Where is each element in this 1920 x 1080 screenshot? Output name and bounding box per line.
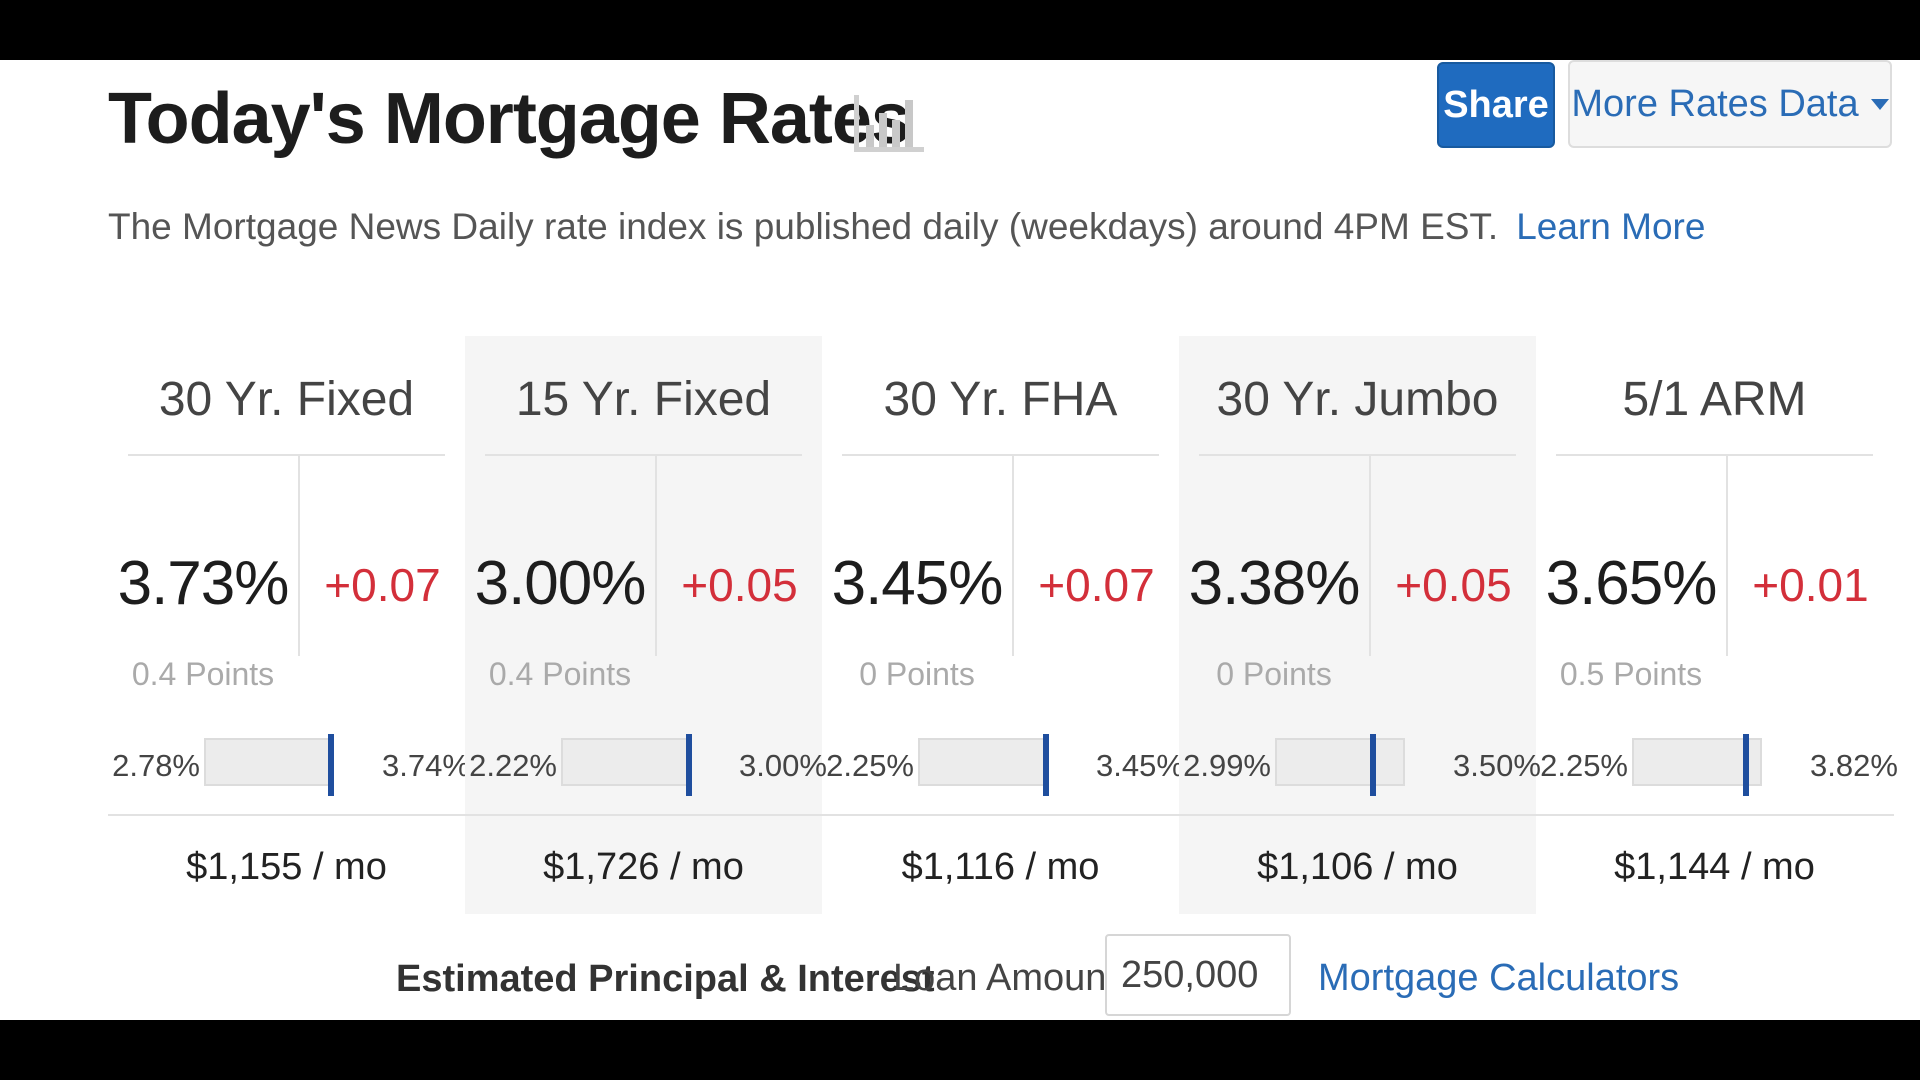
rates-panel [0,60,1920,1020]
monthly-payment: $1,144 / mo [1614,846,1815,888]
divider [298,456,300,656]
range-marker [327,734,334,796]
range-marker [1369,734,1376,796]
rate-value: 3.45% [831,549,1004,618]
product-name: 30 Yr. FHA [883,373,1118,426]
range-high: 3.82% [1810,748,1898,783]
rate-range: 2.25% 3.82% [1536,734,1898,796]
rate-column-30yr-fha: 30 Yr. FHA 3.45% +0.07 0 Points 2.25% 3.… [822,336,1184,914]
rate-change: +0.07 [1038,559,1155,611]
range-bar [204,734,334,796]
range-bar [1632,734,1762,796]
mortgage-calculators-link[interactable]: Mortgage Calculators [1318,957,1680,999]
rate-change: +0.07 [324,559,441,611]
rates-table: 30 Yr. Fixed 3.73% +0.07 0.4 Points 2.78… [108,336,1898,914]
product-name: 30 Yr. Jumbo [1216,373,1499,426]
range-high: 3.00% [739,748,827,783]
rate-value: 3.73% [117,549,290,618]
rate-value: 3.38% [1188,549,1361,618]
monthly-payment: $1,116 / mo [901,846,1100,888]
monthly-payment: $1,726 / mo [543,846,744,888]
product-name: 5/1 ARM [1622,373,1807,426]
share-button[interactable]: Share [1437,62,1555,148]
rate-range: 2.99% 3.50% [1179,734,1541,796]
range-low: 2.25% [1540,748,1628,783]
rate-column-30yr-fixed: 30 Yr. Fixed 3.73% +0.07 0.4 Points 2.78… [108,336,470,914]
points: 0 Points [1216,656,1332,692]
points: 0.4 Points [488,656,632,692]
range-bar [918,734,1049,796]
rate-range: 2.22% 3.00% [465,734,827,796]
product-name: 15 Yr. Fixed [515,373,772,426]
range-high: 3.50% [1453,748,1541,783]
rate-column-15yr-fixed: 15 Yr. Fixed 3.00% +0.05 0.4 Points 2.22… [465,336,827,914]
rate-change: +0.01 [1752,559,1869,611]
rate-change: +0.05 [681,559,798,611]
product-name: 30 Yr. Fixed [158,373,415,426]
range-marker [1043,734,1049,796]
range-low: 2.22% [469,748,557,783]
page-title: Today's Mortgage Rates [108,79,911,159]
divider [1199,454,1516,456]
range-low: 2.78% [112,748,200,783]
loan-amount-input[interactable] [1105,934,1291,1016]
divider [485,454,802,456]
divider [655,456,657,656]
range-high: 3.45% [1096,748,1184,783]
range-bar [1275,734,1405,796]
more-rates-data-button[interactable]: More Rates Data [1568,60,1892,148]
bar-chart-icon[interactable] [852,85,927,155]
divider [1012,456,1014,656]
divider [1556,454,1873,456]
rate-change: +0.05 [1395,559,1512,611]
rate-range: 2.25% 3.45% [822,734,1184,796]
range-marker [686,734,692,796]
subtitle-text: The Mortgage News Daily rate index is pu… [108,206,1499,247]
rate-column-30yr-jumbo: 30 Yr. Jumbo 3.38% +0.05 0 Points 2.99% … [1179,336,1541,914]
monthly-payment: $1,106 / mo [1257,846,1458,888]
learn-more-link[interactable]: Learn More [1516,206,1706,247]
loan-amount-label: Loan Amount: [893,957,1128,999]
range-low: 2.25% [826,748,914,783]
range-marker [1743,734,1750,796]
caret-down-icon [1870,98,1889,110]
rate-column-5-1-arm: 5/1 ARM 3.65% +0.01 0.5 Points 2.25% 3.8… [1536,336,1898,914]
rate-value: 3.00% [474,549,647,618]
range-bar [561,734,692,796]
points: 0.4 Points [131,656,275,692]
rate-value: 3.65% [1545,549,1718,618]
divider [842,454,1159,456]
monthly-payment: $1,155 / mo [186,846,387,888]
divider [128,454,445,456]
subtitle: The Mortgage News Daily rate index is pu… [108,206,1705,248]
points: 0.5 Points [1559,656,1703,692]
estimated-pi-label: Estimated Principal & Interest [396,958,935,1000]
payment-divider [108,814,1894,816]
divider [1369,456,1371,656]
divider [1726,456,1728,656]
points: 0 Points [859,656,975,692]
rate-range: 2.78% 3.74% [108,734,470,796]
range-low: 2.99% [1183,748,1271,783]
more-rates-data-label: More Rates Data [1571,82,1859,125]
range-high: 3.74% [382,748,470,783]
